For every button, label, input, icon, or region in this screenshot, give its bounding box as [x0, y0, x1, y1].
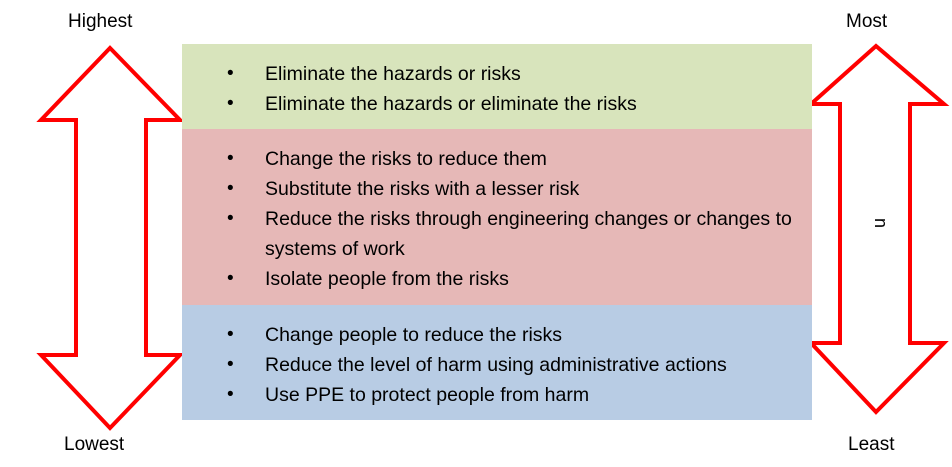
band-1-list: • Eliminate the hazards or risks • Eliminat…	[182, 59, 792, 119]
bullet-icon: •	[227, 93, 234, 114]
bullet-icon: •	[227, 63, 234, 84]
band-elimination: • Eliminate the hazards or risks • Eliminat…	[182, 44, 812, 129]
bullet-icon: •	[227, 208, 234, 229]
band-3-list: • Change people to reduce the risks • Reduc…	[182, 320, 792, 410]
list-item-text: Isolate people from the risks	[265, 268, 509, 290]
list-item: • Reduce the risks through engineering ch…	[182, 204, 792, 264]
bullet-icon: •	[227, 354, 234, 375]
list-item: • Reduce the level of harm using administ…	[182, 350, 792, 380]
label-most: Most	[846, 11, 888, 32]
list-item: • Eliminate the hazards or risks	[182, 59, 792, 89]
list-item-text: Reduce the risks through engineering cha…	[265, 208, 792, 260]
list-item-text: Eliminate the hazards or eliminate the r…	[265, 93, 637, 115]
list-item: • Change people to reduce the risks	[182, 320, 792, 350]
list-item: • Eliminate the hazards or eliminate the …	[182, 89, 792, 119]
list-item-text: Eliminate the hazards or risks	[265, 63, 521, 85]
list-item-text: Change people to reduce the risks	[265, 324, 563, 346]
bullet-icon: •	[227, 178, 234, 199]
list-item-text: Substitute the risks with a lesser risk	[265, 178, 580, 200]
bullet-icon: •	[227, 324, 234, 345]
right-double-arrow-icon	[805, 43, 950, 415]
label-highest: Highest	[68, 11, 133, 32]
label-least: Least	[848, 434, 895, 455]
band-2-list: • Change the risks to reduce them • Substit…	[182, 144, 792, 294]
left-double-arrow-icon	[36, 45, 185, 431]
bullet-icon: •	[227, 384, 234, 405]
label-lowest: Lowest	[64, 434, 125, 455]
list-item: • Use PPE to protect people from harm	[182, 380, 792, 410]
list-item: • Substitute the risks with a lesser risk	[182, 174, 792, 204]
list-item-text: Reduce the level of harm using administr…	[265, 354, 727, 376]
list-item-text: Use PPE to protect people from harm	[265, 384, 590, 406]
list-item: • Isolate people from the risks	[182, 264, 792, 294]
bullet-icon: •	[227, 268, 234, 289]
list-item-text: Change the risks to reduce them	[265, 148, 547, 170]
band-risk-controls: • Change the risks to reduce them • Substit…	[182, 129, 812, 305]
bullet-icon: •	[227, 148, 234, 169]
band-people-controls: • Change people to reduce the risks • Reduc…	[182, 305, 812, 420]
list-item: • Change the risks to reduce them	[182, 144, 792, 174]
right-arrow-label: n	[871, 217, 891, 229]
